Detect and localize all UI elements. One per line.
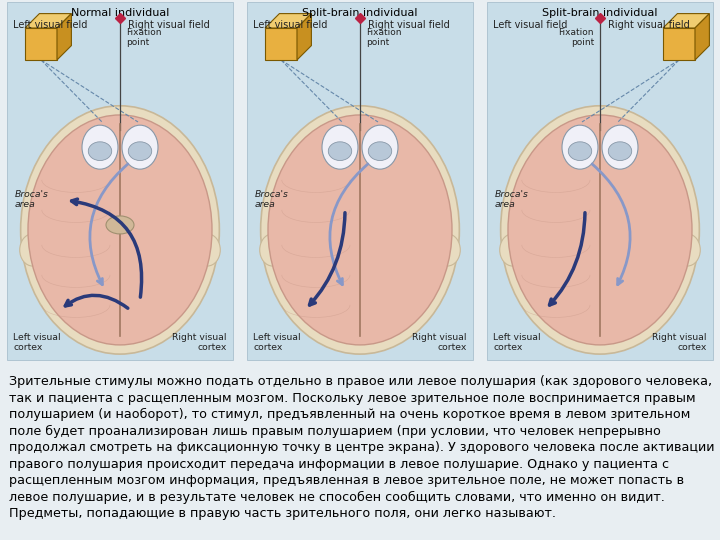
FancyBboxPatch shape xyxy=(487,2,713,360)
Ellipse shape xyxy=(28,115,212,345)
Polygon shape xyxy=(57,14,71,60)
Ellipse shape xyxy=(500,234,526,266)
Ellipse shape xyxy=(260,234,285,266)
Polygon shape xyxy=(25,14,71,28)
Text: Left visual field: Left visual field xyxy=(493,20,567,30)
Text: Normal individual: Normal individual xyxy=(71,8,169,18)
Polygon shape xyxy=(663,14,709,28)
Ellipse shape xyxy=(322,125,358,169)
Text: Right visual field: Right visual field xyxy=(608,20,690,30)
Polygon shape xyxy=(695,14,709,60)
Polygon shape xyxy=(25,28,57,60)
Ellipse shape xyxy=(508,115,692,345)
Text: Left visual
cortex: Left visual cortex xyxy=(253,333,301,352)
Text: Fixation
point: Fixation point xyxy=(126,28,161,48)
Text: Right visual field: Right visual field xyxy=(128,20,210,30)
Text: Right visual
cortex: Right visual cortex xyxy=(173,333,227,352)
Ellipse shape xyxy=(82,125,118,169)
Ellipse shape xyxy=(122,125,158,169)
Ellipse shape xyxy=(500,106,699,354)
Text: Split-brain individual: Split-brain individual xyxy=(302,8,418,18)
FancyBboxPatch shape xyxy=(7,2,233,360)
Text: Broca's
area: Broca's area xyxy=(495,190,529,210)
Text: Left visual
cortex: Left visual cortex xyxy=(13,333,60,352)
Text: Right visual field: Right visual field xyxy=(368,20,450,30)
Ellipse shape xyxy=(194,234,220,266)
Polygon shape xyxy=(265,14,311,28)
Polygon shape xyxy=(265,28,297,60)
Text: Зрительные стимулы можно подать отдельно в правое или левое полушария (как здоро: Зрительные стимулы можно подать отдельно… xyxy=(9,375,714,521)
Ellipse shape xyxy=(21,106,220,354)
Ellipse shape xyxy=(369,142,392,160)
Text: Left visual
cortex: Left visual cortex xyxy=(493,333,541,352)
Text: Fixation
point: Fixation point xyxy=(559,28,594,48)
Text: Right visual
cortex: Right visual cortex xyxy=(652,333,707,352)
Ellipse shape xyxy=(435,234,460,266)
FancyBboxPatch shape xyxy=(247,2,473,360)
Ellipse shape xyxy=(562,125,598,169)
Ellipse shape xyxy=(106,216,134,234)
Ellipse shape xyxy=(89,142,112,160)
Polygon shape xyxy=(297,14,311,60)
Ellipse shape xyxy=(128,142,152,160)
Text: Fixation
point: Fixation point xyxy=(366,28,402,48)
Polygon shape xyxy=(663,28,695,60)
Text: Broca's
area: Broca's area xyxy=(15,190,49,210)
Ellipse shape xyxy=(362,125,398,169)
Ellipse shape xyxy=(328,142,351,160)
Text: Left visual field: Left visual field xyxy=(13,20,87,30)
Text: Split-brain individual: Split-brain individual xyxy=(542,8,658,18)
Ellipse shape xyxy=(675,234,701,266)
Ellipse shape xyxy=(19,234,45,266)
Text: Left visual field: Left visual field xyxy=(253,20,328,30)
Ellipse shape xyxy=(608,142,631,160)
Ellipse shape xyxy=(602,125,638,169)
Ellipse shape xyxy=(261,106,459,354)
Text: Right visual
cortex: Right visual cortex xyxy=(413,333,467,352)
Ellipse shape xyxy=(268,115,452,345)
Text: Broca's
area: Broca's area xyxy=(255,190,289,210)
Ellipse shape xyxy=(568,142,592,160)
